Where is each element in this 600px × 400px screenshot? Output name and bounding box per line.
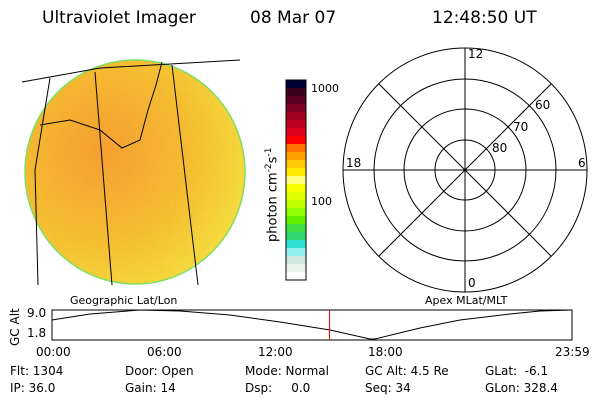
colorbar-swatch: [286, 200, 306, 209]
colorbar: [285, 79, 307, 281]
colorbar-swatch: [286, 144, 306, 153]
earth-image: [21, 59, 246, 286]
colorbar-swatch: [286, 256, 306, 265]
lat-60: 60: [535, 98, 551, 112]
colorbar-swatch: [286, 152, 306, 161]
geographic-label: Geographic Lat/Lon: [70, 294, 178, 307]
colorbar-swatch: [286, 168, 306, 177]
colorbar-swatch: [286, 104, 306, 113]
colorbar-frame: [285, 79, 307, 281]
status-mode: Mode: Normal: [245, 364, 329, 378]
status-ip: IP: 36.0: [10, 381, 56, 395]
xtick-0600: 06:00: [147, 345, 182, 359]
colorbar-unit-label: photon cm-2s-1: [264, 147, 281, 242]
colorbar-swatch: [286, 88, 306, 97]
altitude-plot: [51, 309, 573, 341]
apex-label: Apex MLat/MLT: [425, 294, 508, 307]
status-gcalt: GC Alt: 4.5 Re: [365, 364, 449, 378]
colorbar-swatch: [286, 136, 306, 145]
mlt-0: 0: [468, 276, 476, 290]
colorbar-swatch: [286, 248, 306, 257]
colorbar-swatch: [286, 184, 306, 193]
colorbar-swatch: [286, 216, 306, 225]
xtick-1200: 12:00: [258, 345, 293, 359]
alt-ytick-high: 9.0: [27, 306, 47, 320]
time-label: 12:48:50 UT: [432, 8, 537, 28]
colorbar-swatch: [286, 176, 306, 185]
status-dsp: Dsp: 0.0: [245, 381, 311, 395]
colorbar-swatch: [286, 80, 306, 89]
colorbar-swatch: [286, 192, 306, 201]
status-glon: GLon: 328.4: [485, 381, 558, 395]
mlt-6: 6: [578, 156, 586, 170]
status-glat: GLat: -6.1: [485, 364, 549, 378]
status-seq: Seq: 34: [365, 381, 411, 395]
polar-grid: [342, 47, 588, 293]
colorbar-swatch: [286, 120, 306, 129]
colorbar-swatch: [286, 112, 306, 121]
lat-70: 70: [513, 120, 529, 134]
geographic-grid: [21, 59, 241, 286]
date-label: 08 Mar 07: [250, 8, 337, 28]
colorbar-swatch: [286, 272, 306, 281]
colorbar-swatch: [286, 224, 306, 233]
colorbar-swatch: [286, 128, 306, 137]
colorbar-tick-1000: 1000: [311, 82, 339, 95]
lat-80: 80: [492, 141, 508, 155]
xtick-2359: 23:59: [555, 345, 590, 359]
alt-ytick-low: 1.8: [27, 326, 47, 340]
colorbar-swatch: [286, 160, 306, 169]
colorbar-swatch: [286, 96, 306, 105]
colorbar-swatch: [286, 240, 306, 249]
colorbar-swatch: [286, 232, 306, 241]
status-gain: Gain: 14: [125, 381, 176, 395]
instrument-title: Ultraviolet Imager: [42, 8, 196, 28]
xtick-0000: 00:00: [36, 345, 71, 359]
colorbar-swatch: [286, 264, 306, 273]
colorbar-tick-100: 100: [311, 195, 332, 208]
colorbar-swatch: [286, 208, 306, 217]
status-flt: Flt: 1304: [10, 364, 64, 378]
xtick-1800: 18:00: [368, 345, 403, 359]
altitude-ylabel: GC Alt: [8, 308, 22, 346]
status-door: Door: Open: [125, 364, 194, 378]
mlt-18: 18: [346, 156, 362, 170]
mlt-12: 12: [468, 47, 484, 61]
